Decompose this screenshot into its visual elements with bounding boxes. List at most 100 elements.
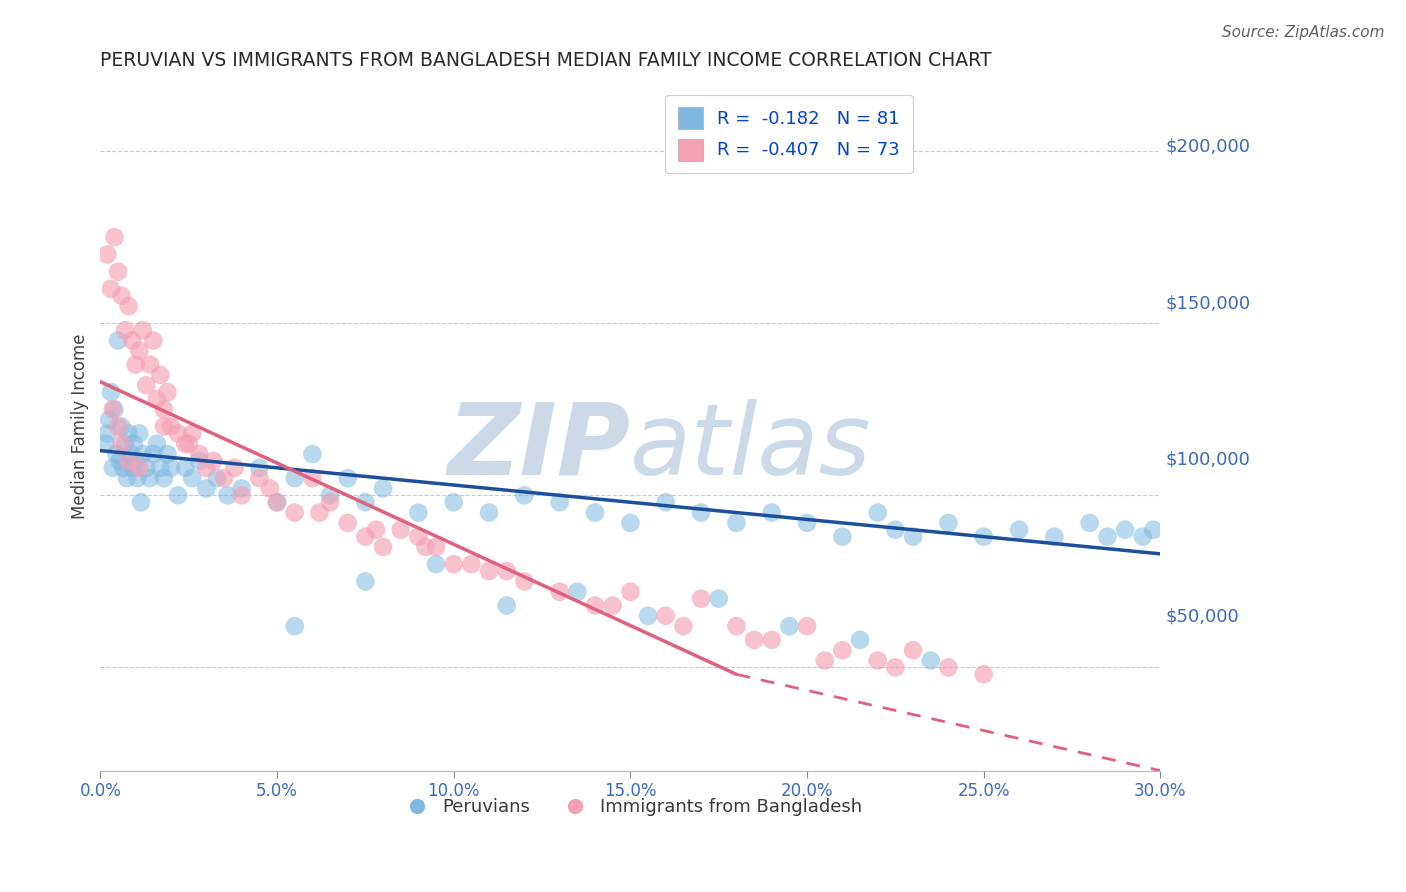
Point (167, 426, 190, 441)
Point (114, 436, 136, 450)
Point (174, 436, 197, 450)
Point (153, 402, 176, 417)
Point (884, 660, 907, 674)
Point (101, 460, 124, 475)
Point (415, 540, 437, 554)
Point (127, 471, 149, 485)
Point (284, 506, 307, 520)
Point (495, 599, 517, 613)
Point (725, 619, 748, 633)
Point (153, 471, 176, 485)
Legend: Peruvians, Immigrants from Bangladesh: Peruvians, Immigrants from Bangladesh (391, 791, 869, 823)
Point (301, 471, 323, 485)
Point (181, 471, 204, 485)
Point (110, 436, 132, 450)
Point (408, 530, 430, 544)
Point (761, 632, 783, 647)
Point (153, 419, 176, 434)
Point (146, 436, 169, 450)
Point (103, 402, 125, 417)
Point (938, 516, 960, 530)
Point (619, 516, 641, 530)
Point (583, 599, 606, 613)
Y-axis label: Median Family Income: Median Family Income (72, 334, 89, 519)
Point (654, 495, 676, 509)
Point (98, 412, 121, 426)
Point (224, 460, 246, 475)
Point (548, 584, 571, 599)
Point (188, 447, 211, 461)
Point (354, 530, 377, 544)
Point (849, 632, 872, 647)
Point (107, 334, 129, 348)
Point (205, 471, 228, 485)
Point (513, 488, 536, 502)
Point (619, 584, 641, 599)
Point (408, 506, 430, 520)
Point (1114, 523, 1136, 537)
Point (443, 557, 465, 571)
Point (120, 447, 142, 461)
Point (901, 530, 924, 544)
Point (259, 482, 281, 496)
Point (135, 460, 157, 475)
Point (973, 530, 995, 544)
Point (266, 495, 288, 509)
Point (478, 564, 501, 578)
Text: PERUVIAN VS IMMIGRANTS FROM BANGLADESH MEDIAN FAMILY INCOME CORRELATION CHART: PERUVIAN VS IMMIGRANTS FROM BANGLADESH M… (100, 51, 991, 70)
Point (94, 436, 117, 450)
Point (121, 334, 143, 348)
Point (460, 557, 482, 571)
Point (100, 385, 122, 400)
Text: ZIP: ZIP (447, 399, 630, 496)
Point (217, 488, 239, 502)
Point (1078, 516, 1101, 530)
Point (672, 619, 695, 633)
Point (188, 454, 211, 468)
Point (308, 506, 330, 520)
Point (796, 516, 818, 530)
Point (181, 426, 204, 441)
Point (725, 516, 748, 530)
Point (195, 482, 218, 496)
Point (443, 495, 465, 509)
Text: Source: ZipAtlas.com: Source: ZipAtlas.com (1222, 25, 1385, 40)
Point (125, 358, 148, 372)
Point (167, 488, 190, 502)
Point (247, 460, 270, 475)
Point (160, 460, 183, 475)
Point (105, 447, 128, 461)
Point (690, 591, 713, 606)
Point (139, 358, 162, 372)
Point (814, 654, 837, 668)
Point (973, 667, 995, 681)
Point (920, 654, 942, 668)
Point (96, 426, 118, 441)
Point (1008, 523, 1031, 537)
Point (142, 447, 165, 461)
Point (354, 574, 377, 589)
Point (690, 506, 713, 520)
Point (122, 436, 145, 450)
Point (284, 471, 307, 485)
Point (139, 471, 162, 485)
Point (478, 506, 501, 520)
Point (884, 523, 907, 537)
Point (128, 426, 150, 441)
Point (938, 660, 960, 674)
Point (121, 460, 143, 475)
Point (202, 454, 225, 468)
Point (231, 488, 253, 502)
Point (301, 447, 323, 461)
Point (707, 591, 730, 606)
Point (425, 540, 447, 554)
Point (146, 392, 169, 406)
Point (149, 368, 172, 382)
Point (319, 488, 342, 502)
Point (135, 378, 157, 392)
Point (866, 506, 889, 520)
Point (284, 619, 307, 633)
Text: atlas: atlas (630, 399, 872, 496)
Point (110, 419, 132, 434)
Point (128, 343, 150, 358)
